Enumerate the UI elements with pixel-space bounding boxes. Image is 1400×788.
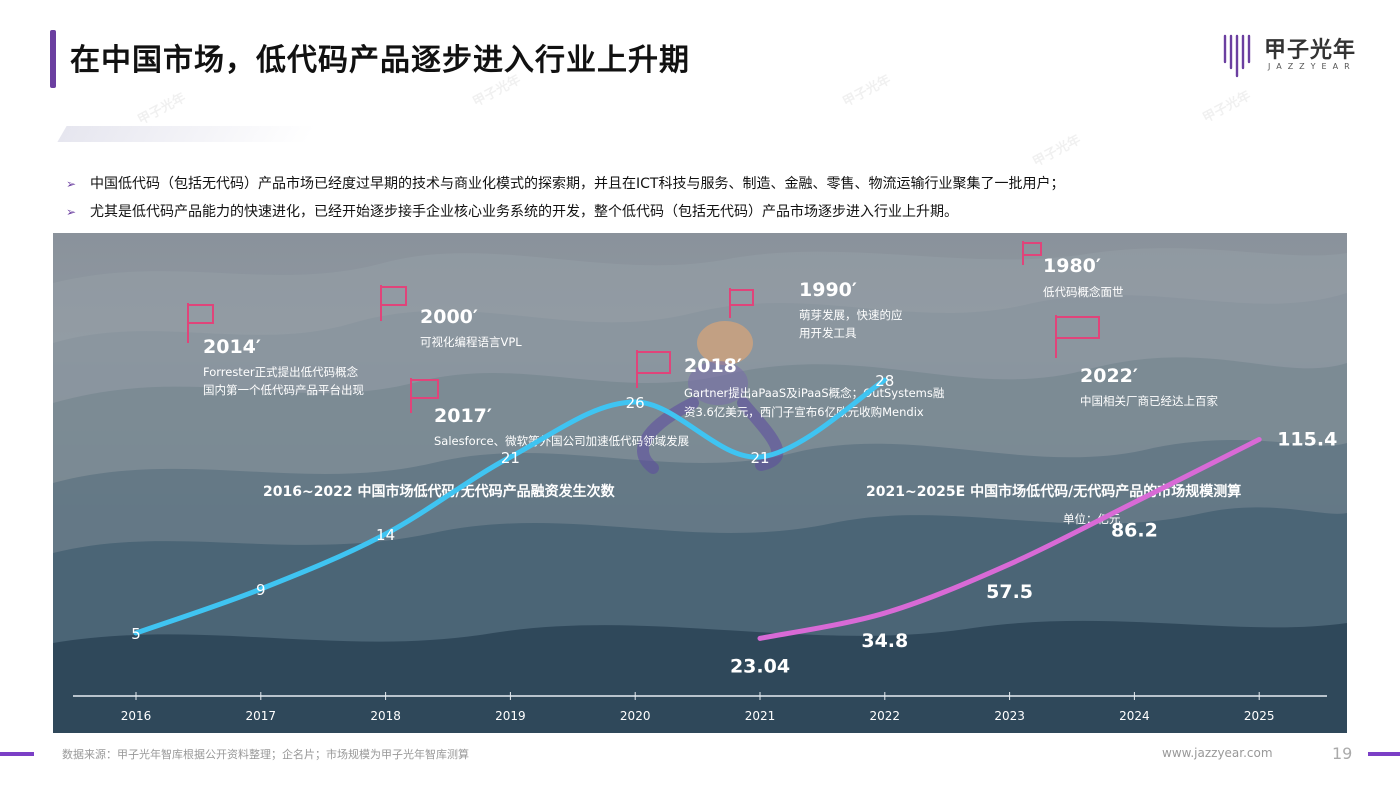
milestone-year: 2000′: [420, 306, 478, 328]
milestone-desc: Salesforce、微软等外国公司加速低代码领域发展: [434, 434, 690, 448]
data-label-funding: 14: [376, 526, 395, 544]
x-tick-label: 2017: [246, 709, 277, 723]
footer-url[interactable]: www.jazzyear.com: [1162, 746, 1273, 760]
footer-source: 数据来源：甲子光年智库根据公开资料整理；企名片；市场规模为甲子光年智库测算: [62, 748, 469, 761]
bullet-list: ➢ 中国低代码（包括无代码）产品市场已经度过早期的技术与商业化模式的探索期，并且…: [66, 170, 1326, 226]
milestone-desc: Forrester正式提出低代码概念: [203, 365, 359, 379]
flag-icon: [636, 350, 671, 388]
milestone-year: 1980′: [1043, 255, 1101, 277]
page-number: 19: [1332, 744, 1353, 763]
data-label-funding: 21: [501, 449, 520, 467]
x-tick-label: 2021: [745, 709, 776, 723]
mountain-background: [53, 248, 1347, 733]
flag-icon: [410, 378, 439, 413]
milestone-desc: 可视化编程语言VPL: [420, 335, 522, 349]
footer-accent-left: [0, 752, 34, 756]
footer-accent-right: [1368, 752, 1400, 756]
milestone-year: 1990′: [799, 279, 857, 301]
series-line-market: [757, 436, 1262, 641]
flag-icon: [380, 285, 407, 321]
data-label-funding: 26: [626, 394, 645, 412]
x-tick-label: 2023: [994, 709, 1025, 723]
milestone-year: 2014′: [203, 336, 261, 358]
milestone-desc: 国内第一个低代码产品平台出现: [203, 383, 364, 397]
data-label-market: 23.04: [730, 655, 790, 677]
data-label-market: 57.5: [986, 581, 1033, 603]
data-label-funding: 28: [875, 372, 894, 390]
x-tick-label: 2020: [620, 709, 651, 723]
data-label-funding: 5: [131, 625, 141, 643]
flag-icon: [1055, 315, 1100, 358]
x-tick-label: 2025: [1244, 709, 1275, 723]
milestone-year: 2017′: [434, 405, 492, 427]
flags-layer: [187, 241, 1100, 413]
x-tick-label: 2022: [870, 709, 901, 723]
milestone-desc: 萌芽发展，快速的应: [799, 308, 903, 322]
bullet-arrow-icon: ➢: [66, 205, 77, 219]
jumping-person-illustration: [637, 321, 784, 474]
chart-panel: 1980′ 低代码概念面世 1990′ 萌芽发展，快速的应 用开发工具 2000…: [53, 233, 1347, 733]
decorative-strip: [57, 126, 317, 142]
milestone-desc: 中国相关厂商已经达上百家: [1080, 394, 1218, 408]
bullet-item: ➢ 尤其是低代码产品能力的快速进化，已经开始逐步接手企业核心业务系统的开发，整个…: [66, 198, 1326, 226]
flag-icon: [187, 303, 214, 343]
x-tick-label: 2016: [121, 709, 152, 723]
milestone-desc: 用开发工具: [799, 326, 857, 340]
milestone-desc: 资3.6亿美元，西门子宣布6亿欧元收购Mendix: [684, 405, 924, 419]
bullet-text: 中国低代码（包括无代码）产品市场已经度过早期的技术与商业化模式的探索期，并且在I…: [90, 176, 1065, 192]
x-tick-label: 2019: [495, 709, 526, 723]
data-label-funding: 9: [256, 581, 266, 599]
title-accent-bar: [50, 30, 56, 88]
milestone-year: 2022′: [1080, 365, 1138, 387]
line-chart: 2016 2017 2018 2019 2020 2021 2022 2023 2024 2025…: [73, 372, 1337, 723]
brand-logo: 甲子光年 JAZZYEAR: [1222, 28, 1372, 84]
bullet-item: ➢ 中国低代码（包括无代码）产品市场已经度过早期的技术与商业化模式的探索期，并且…: [66, 170, 1326, 198]
data-label-market: 86.2: [1111, 519, 1158, 541]
x-tick-label: 2024: [1119, 709, 1150, 723]
data-label-market: 115.4: [1277, 428, 1337, 450]
data-label-funding: 21: [750, 449, 769, 467]
milestone-desc: 低代码概念面世: [1043, 285, 1124, 299]
bullet-text: 尤其是低代码产品能力的快速进化，已经开始逐步接手企业核心业务系统的开发，整个低代…: [90, 204, 958, 220]
milestone-year: 2018′: [684, 355, 742, 377]
chart-title-funding: 2016~2022 中国市场低代码/无代码产品融资发生次数: [263, 484, 615, 500]
x-tick-label: 2018: [370, 709, 401, 723]
logo-text: 甲子光年: [1264, 38, 1357, 63]
flag-icon: [1022, 241, 1042, 265]
series-line-funding: [133, 377, 888, 636]
flag-icon: [729, 288, 754, 318]
milestone-desc: Gartner提出aPaaS及iPaaS概念；OutSystems融: [684, 386, 945, 400]
data-label-market: 34.8: [861, 630, 908, 652]
bullet-arrow-icon: ➢: [66, 177, 77, 191]
logo-subtext: JAZZYEAR: [1268, 62, 1356, 71]
logo-bars-icon: [1223, 34, 1251, 78]
page-title: 在中国市场，低代码产品逐步进入行业上升期: [70, 43, 690, 78]
